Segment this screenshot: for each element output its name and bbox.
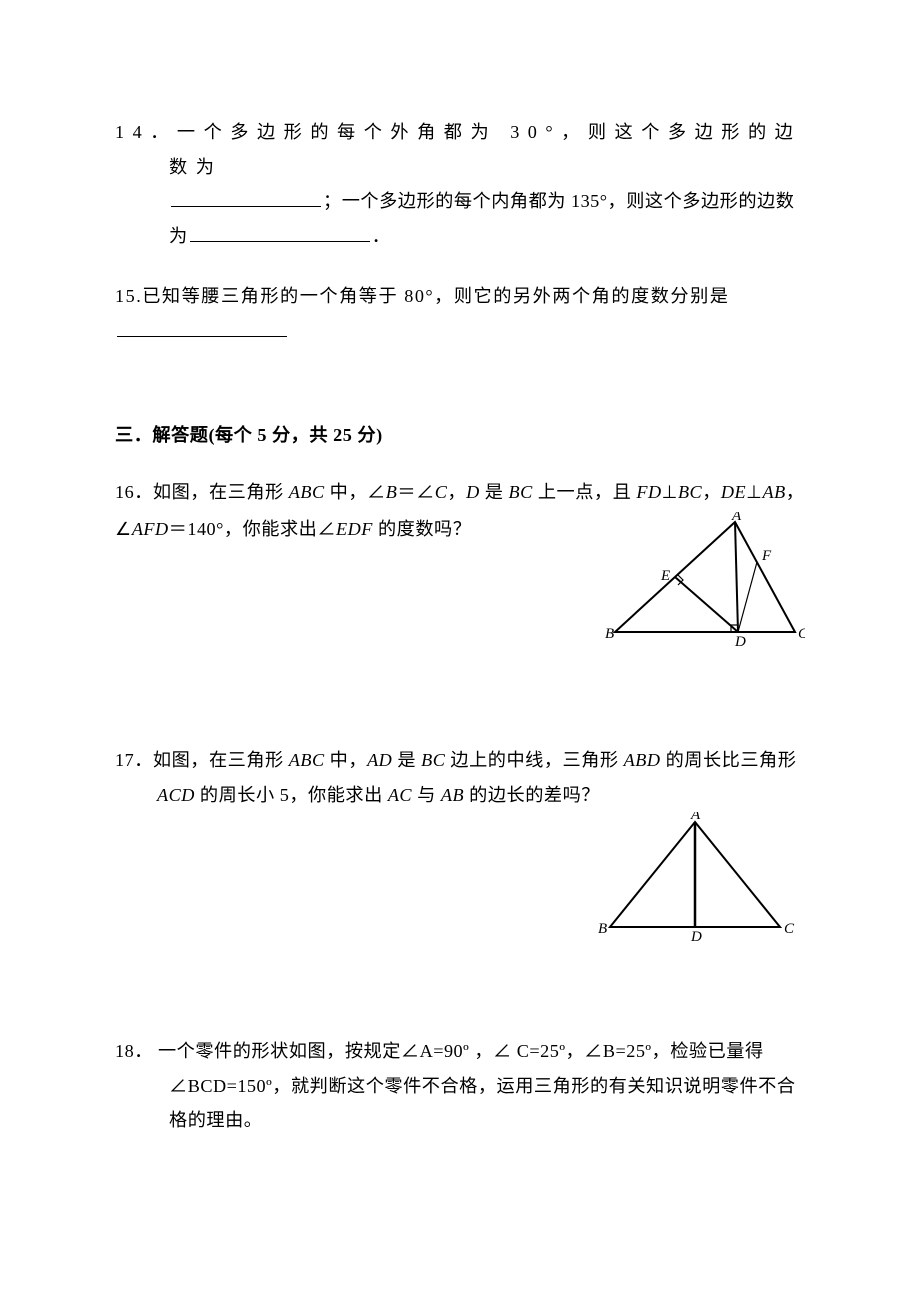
q14-part2: ；一个多边形的每个内角都为 135°，则这个多边形的边数	[323, 191, 794, 211]
q14-blank-2	[190, 223, 370, 242]
q16-d: D	[466, 482, 480, 502]
q16-ab: AB	[762, 482, 785, 502]
q17-abc: ABC	[289, 750, 325, 770]
svg-text:D: D	[690, 929, 702, 942]
question-16: 16．如图，在三角形 ABC 中，∠B＝∠C，D 是 BC 上一点，且 FD⊥B…	[115, 475, 805, 663]
q17-abd: ABD	[624, 750, 661, 770]
q16-t2b: ＝140°，你能求出∠	[169, 519, 336, 539]
q17-t1b: 中，	[325, 750, 367, 770]
q16-perp1: ⊥	[662, 482, 678, 502]
q14-part3: 为	[169, 226, 188, 246]
q17-t2c: 的边长的差吗？	[464, 785, 600, 805]
q14-blank-1	[171, 188, 321, 207]
q18-number: 18．	[115, 1041, 153, 1061]
svg-text:E: E	[660, 568, 671, 584]
svg-text:A: A	[731, 512, 742, 524]
q17-t1c: 是	[392, 750, 421, 770]
q16-bc2: BC	[678, 482, 702, 502]
q17-ad: AD	[367, 750, 392, 770]
q16-afd: AFD	[132, 519, 169, 539]
q16-t2a: ∠	[115, 519, 132, 539]
q17-number: 17．	[115, 750, 153, 770]
svg-text:B: B	[598, 921, 608, 937]
q16-t1f: 上一点，且	[533, 482, 637, 502]
q17-t2b: 与	[412, 785, 441, 805]
question-15: 15.已知等腰三角形的一个角等于 80°，则它的另外两个角的度数分别是	[115, 279, 805, 348]
q16-fd: FD	[636, 482, 661, 502]
q16-bc: BC	[509, 482, 533, 502]
svg-text:B: B	[605, 626, 615, 642]
q16-t1a: 如图，在三角形	[153, 482, 289, 502]
svg-text:C: C	[798, 626, 805, 642]
q16-comma2: ，	[786, 482, 805, 502]
svg-text:C: C	[784, 921, 795, 937]
q16-c: C	[435, 482, 448, 502]
page: 14．一个多边形的每个外角都为 30°，则这个多边形的边数为 ；一个多边形的每个…	[0, 0, 920, 1302]
q17-t1a: 如图，在三角形	[153, 750, 289, 770]
q16-figure: A B C D E F	[605, 512, 805, 664]
question-17: 17．如图，在三角形 ABC 中，AD 是 BC 边上的中线，三角形 ABD 的…	[115, 743, 805, 954]
svg-text:A: A	[690, 812, 701, 823]
q17-t2a: 的周长小 5，你能求出	[195, 785, 388, 805]
q16-line-1: 16．如图，在三角形 ABC 中，∠B＝∠C，D 是 BC 上一点，且 FD⊥B…	[115, 475, 805, 510]
q16-number: 16．	[115, 482, 153, 502]
question-14: 14．一个多边形的每个外角都为 30°，则这个多边形的边数为 ；一个多边形的每个…	[115, 115, 805, 253]
q16-t1e: 是	[480, 482, 509, 502]
q17-figure: A B C D	[115, 812, 805, 954]
section-3-title: 三．解答题(每个 5 分，共 25 分)	[115, 418, 805, 453]
q16-t2c: 的度数吗？	[373, 519, 472, 539]
q16-comma1: ，	[702, 482, 721, 502]
q14-period: ．	[372, 226, 391, 246]
svg-text:D: D	[734, 634, 746, 650]
q15-number: 15.	[115, 286, 142, 306]
q16-de: DE	[721, 482, 746, 502]
q17-ac: AC	[388, 785, 412, 805]
q14-number: 14．	[115, 122, 177, 142]
svg-text:F: F	[761, 548, 772, 564]
q15-blank	[117, 318, 287, 337]
q17-text: 17．如图，在三角形 ABC 中，AD 是 BC 边上的中线，三角形 ABD 的…	[115, 743, 805, 812]
q16-abc: ABC	[289, 482, 325, 502]
q17-t1e: 的周长比三角形	[661, 750, 797, 770]
q16-t1b: 中，∠	[325, 482, 386, 502]
q17-acd: ACD	[157, 785, 195, 805]
q15-text: 已知等腰三角形的一个角等于 80°，则它的另外两个角的度数分别是	[142, 286, 729, 306]
q16-t1c: ＝∠	[397, 482, 434, 502]
q17-ab: AB	[441, 785, 464, 805]
q17-bc: BC	[421, 750, 445, 770]
question-18: 18． 一个零件的形状如图，按规定∠A=90º ，∠ C=25º，∠B=25º，…	[115, 1034, 805, 1138]
q16-edf: EDF	[336, 519, 373, 539]
q16-b: B	[386, 482, 398, 502]
q14-part1: 一个多边形的每个外角都为 30°，则这个多边形的边数为	[169, 122, 801, 177]
q16-line-2: ∠AFD＝140°，你能求出∠EDF 的度数吗？	[115, 512, 565, 547]
q18-text: 一个零件的形状如图，按规定∠A=90º ，∠ C=25º，∠B=25º，检验已量…	[153, 1041, 796, 1130]
q17-t1d: 边上的中线，三角形	[445, 750, 623, 770]
q16-t1d: ，	[447, 482, 466, 502]
q16-perp2: ⊥	[746, 482, 762, 502]
